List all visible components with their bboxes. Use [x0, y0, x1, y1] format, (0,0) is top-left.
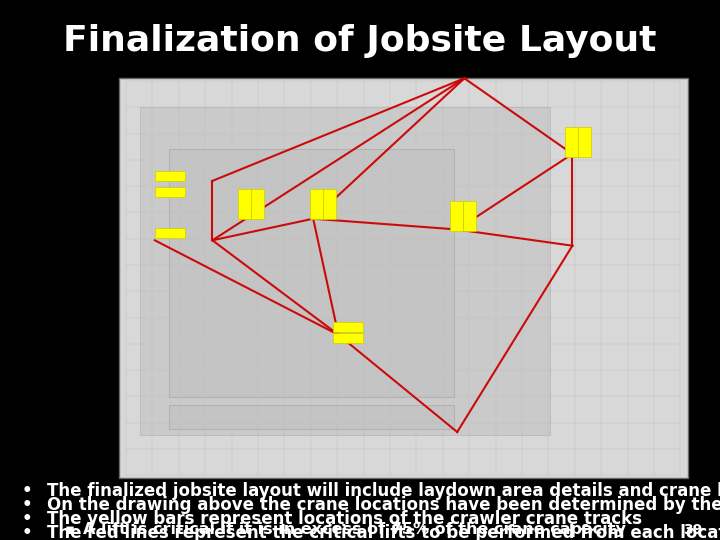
Text: •: •: [22, 482, 32, 500]
Text: •: •: [22, 496, 32, 514]
Text: The yellow bars represent locations of the crawler crane tracks: The yellow bars represent locations of t…: [47, 510, 642, 528]
Text: The red lines represent the critical lifts to be performed from each location: The red lines represent the critical lif…: [47, 524, 720, 540]
Text: •: •: [22, 510, 32, 528]
Bar: [169, 149, 454, 397]
Bar: [155, 187, 185, 197]
Bar: [450, 201, 463, 231]
Text: 39: 39: [683, 523, 702, 537]
Bar: [333, 333, 363, 343]
Bar: [155, 171, 185, 181]
Bar: [155, 228, 185, 238]
Bar: [310, 189, 323, 219]
Bar: [333, 322, 363, 332]
Bar: [565, 127, 578, 157]
Text: On the drawing above the crane locations have been determined by the erector: On the drawing above the crane locations…: [47, 496, 720, 514]
Text: •: •: [22, 524, 32, 540]
Bar: [140, 107, 550, 435]
Text: The finalized jobsite layout will include laydown area details and crane locatio: The finalized jobsite layout will includ…: [47, 482, 720, 500]
Text: A lift is critical if it is in excess of 75% of the crane capacity: A lift is critical if it is in excess of…: [83, 522, 626, 537]
Bar: [238, 189, 251, 219]
Bar: [251, 189, 264, 219]
Bar: [463, 201, 476, 231]
Bar: [578, 127, 591, 157]
Text: ▪: ▪: [65, 522, 75, 537]
Bar: [119, 78, 688, 478]
Bar: [169, 406, 454, 429]
Text: Finalization of Jobsite Layout: Finalization of Jobsite Layout: [63, 24, 657, 58]
Bar: [323, 189, 336, 219]
